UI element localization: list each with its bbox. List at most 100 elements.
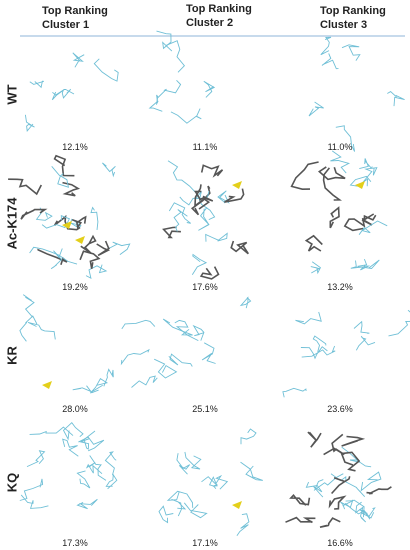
structure-strand [239,296,252,309]
structure-strand [349,175,372,187]
structure-strand [295,311,322,325]
structure-strand [8,178,43,196]
structure-strand [236,513,250,536]
structure-strand [312,335,327,353]
structure-strand [198,207,210,231]
structure-strand [89,455,107,481]
structure-strand [72,52,85,68]
structure-strand [24,114,35,132]
structure-strand [20,208,48,220]
structure-strand [29,426,74,436]
row-label: WT [4,84,20,105]
structure-strand [52,88,72,99]
cluster-percentage: 16.6% [327,538,353,548]
cluster-percentage: 28.0% [62,404,88,414]
structure-strand [340,451,361,472]
structure-strand [72,385,99,394]
cluster-percentage: 13.2% [327,282,353,292]
structure-strand [41,215,71,229]
structure-strand [22,294,35,318]
structure-strand [19,315,38,342]
structure-strand [366,486,392,495]
structure-strand [319,517,341,528]
structure-strand [355,501,367,523]
structure-strand [121,319,156,330]
cluster-percentage: 11.0% [327,142,353,152]
cluster-percentage: 25.1% [192,404,218,414]
structure-strand [230,240,249,255]
structure-strand [174,319,199,342]
helix-marker [355,181,365,189]
structure-strand [168,202,191,224]
structure-strand [29,80,44,89]
structure-strand [120,348,150,366]
structure-strand [171,498,187,517]
structure-strand [162,226,181,239]
cluster-percentage: 17.1% [192,538,218,548]
structure-strand [353,320,370,334]
structure-strand [162,318,193,336]
helix-marker [232,181,242,189]
structure-strand [240,428,257,445]
structure-strand [19,478,44,501]
structure-strand [195,191,216,221]
structure-strand [50,248,63,270]
structure-strand [85,264,108,280]
cluster-percentage: 12.1% [62,142,88,152]
structure-strand [183,502,208,519]
structure-strand [201,474,229,490]
structure-strand [193,190,214,202]
structure-strand [300,346,328,360]
structure-strand [71,215,87,230]
cluster-percentage: 11.1% [192,142,218,152]
structure-strand [179,191,210,206]
row-label: KR [4,346,20,365]
structure-strand [62,181,81,197]
structure-strand [199,266,220,280]
structure-strand [156,79,182,105]
structure-strand [330,150,351,174]
structure-strand [340,499,354,510]
structure-strand [192,324,205,341]
structure-strand [62,422,84,441]
structure-strand [191,253,208,275]
structure-strand [51,88,75,101]
structure-strand [26,450,46,468]
structure-strand [361,213,377,226]
cluster-percentage: 23.6% [327,404,353,414]
structure-strand [166,40,186,73]
structure-strand [341,44,361,61]
structure-strand [156,30,173,52]
structure-strand [240,461,263,481]
structure-strand [331,476,351,495]
structure-strand [328,495,347,510]
structure-strand [289,493,311,506]
structure-strand [131,375,158,388]
structure-strand [107,241,131,255]
structure-strand [282,387,307,398]
structure-strand [358,220,388,235]
structure-strand [170,108,202,124]
structure-strand [167,160,196,193]
structure-strand [335,125,356,152]
structure-strand [345,499,365,518]
structure-strand [322,167,342,201]
structure-strand [388,309,410,337]
structure-strand [224,188,245,203]
structure-strand [29,246,78,265]
structure-strand [387,91,405,107]
structure-strand [154,358,178,379]
structure-strand [307,431,322,448]
row-label: Ac-K174 [4,197,20,250]
column-header: Top Ranking Cluster 3 [320,5,386,31]
structure-strand [321,53,339,70]
structure-strand [85,462,103,475]
structure-strand [173,209,188,232]
structure-strand [285,516,316,524]
structure-strand [323,433,345,456]
structure-strand [360,471,382,492]
structure-strand [184,451,202,470]
row-label: KQ [4,472,20,493]
structure-strand [320,36,332,56]
